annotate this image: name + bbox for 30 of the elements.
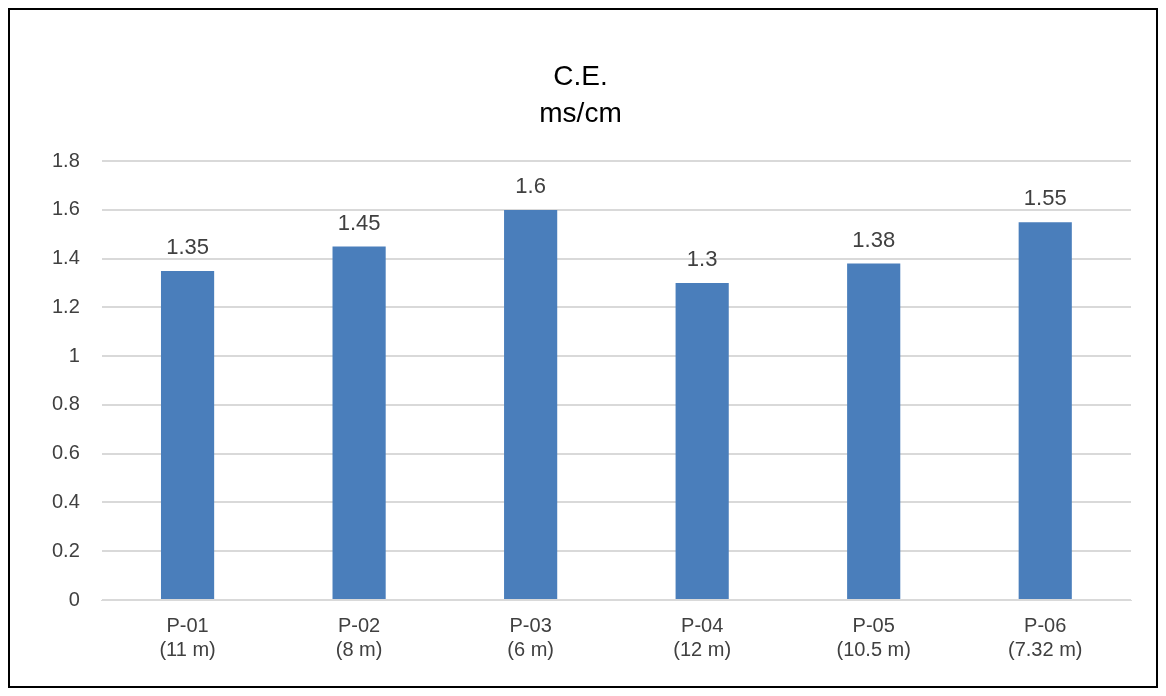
- bar: [504, 209, 558, 599]
- data-label: 1.6: [515, 173, 546, 199]
- x-tick-label: P-05 (10.5 m): [836, 613, 911, 660]
- y-tick-label: 1: [68, 343, 80, 366]
- y-tick-label: 0.2: [51, 538, 80, 561]
- bar: [847, 263, 901, 599]
- bar: [1018, 222, 1072, 599]
- bar: [675, 283, 729, 599]
- chart-title: C.E.: [553, 59, 608, 91]
- y-tick-label: 1.8: [51, 148, 80, 171]
- x-tick-label: P-06 (7.32 m): [1008, 613, 1083, 660]
- bar: [160, 270, 215, 599]
- x-tick-label: P-01 (11 m): [159, 613, 216, 660]
- data-label: 1.3: [686, 246, 718, 272]
- y-tick-label: 0.4: [51, 490, 80, 512]
- chart-subtitle: ms/cm: [539, 97, 622, 129]
- y-tick-label: 1.2: [51, 294, 80, 317]
- x-tick-label: P-04 (12 m): [673, 613, 732, 660]
- data-label: 1.45: [337, 209, 381, 235]
- y-tick-label: 1.4: [51, 246, 80, 269]
- x-tick-label: P-02 (8 m): [335, 613, 383, 660]
- x-tick-label: P-03 (6 m): [507, 613, 554, 660]
- y-tick-label: 0.8: [51, 392, 80, 415]
- data-label: 1.35: [166, 233, 209, 259]
- data-label: 1.38: [852, 226, 896, 252]
- y-tick-label: 0: [68, 587, 80, 610]
- bar: [332, 246, 386, 599]
- data-label: 1.55: [1023, 185, 1067, 211]
- y-tick-label: 0.6: [51, 441, 80, 464]
- y-tick-label: 1.6: [51, 197, 80, 220]
